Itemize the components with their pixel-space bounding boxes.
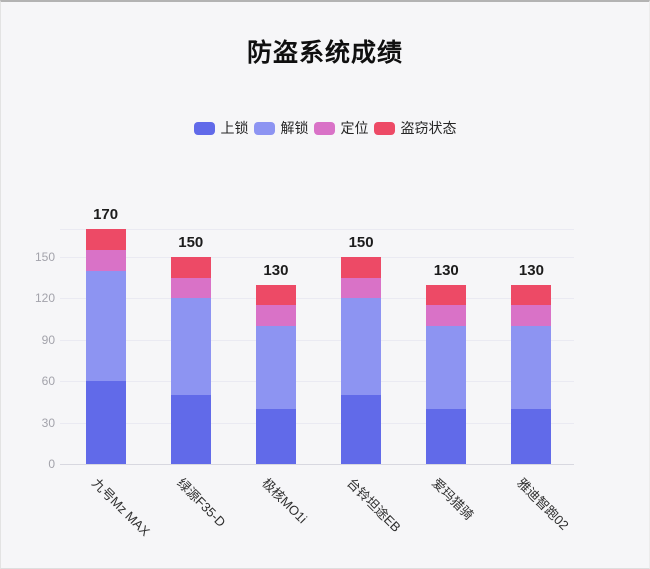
bar-segment[interactable] (170, 395, 211, 464)
legend-item[interactable]: 盗窃状态 (373, 120, 457, 136)
bar-segment[interactable] (341, 395, 382, 464)
legend-item[interactable]: 解锁 (253, 120, 309, 136)
gridline (60, 257, 574, 258)
y-axis-tick-label: 120 (34, 291, 55, 306)
legend-item[interactable]: 上锁 (193, 120, 249, 136)
x-axis-label: 台铃坦途EB (344, 475, 404, 535)
bar-segment[interactable] (170, 277, 211, 299)
bar-segment[interactable] (85, 381, 126, 464)
bar-segment[interactable] (426, 408, 467, 464)
x-axis-label: 绿源F35-D (173, 475, 229, 530)
bar-segment[interactable] (85, 270, 126, 382)
chart-title: 防盗系统成绩 (246, 39, 403, 67)
bar-total-label: 130 (518, 261, 544, 279)
bar-segment[interactable] (341, 298, 382, 395)
bar-segment[interactable] (170, 257, 211, 278)
bar-total-label: 150 (178, 234, 204, 251)
legend: 上锁 解锁 定位 盗窃状态 (1, 121, 649, 135)
bar-segment[interactable] (426, 284, 467, 306)
gridline (60, 298, 574, 300)
bar-segment[interactable] (170, 298, 211, 395)
x-axis-label: 极核MO1i (259, 475, 310, 527)
x-axis-label: 爱玛猎骑 (429, 475, 477, 523)
legend-label: 解锁 (280, 120, 309, 136)
legend-swatch-icon (313, 121, 335, 135)
bar-segment[interactable] (255, 408, 296, 464)
legend-item[interactable]: 定位 (313, 120, 369, 136)
gridline (60, 422, 574, 424)
bar-segment[interactable] (85, 229, 126, 251)
bar-segment[interactable] (255, 326, 296, 409)
gridline (60, 464, 574, 465)
plot-top-border (60, 229, 574, 231)
bar-segment[interactable] (341, 277, 382, 299)
y-axis-tick-label: 60 (41, 374, 55, 389)
y-axis-tick-label: 150 (34, 250, 55, 264)
legend-swatch-icon (193, 121, 215, 135)
x-axis-label: 雅迪智跑02 (514, 475, 573, 533)
bar-total-label: 130 (433, 261, 459, 279)
bar-total-label: 170 (93, 206, 119, 224)
y-axis-tick-label: 0 (48, 457, 55, 471)
gridline (60, 381, 574, 383)
legend-label: 上锁 (220, 120, 249, 136)
bar-segment[interactable] (426, 326, 467, 409)
bar-segment[interactable] (511, 326, 552, 409)
bar-segment[interactable] (511, 284, 552, 306)
bar-segment[interactable] (511, 305, 552, 326)
legend-swatch-icon (373, 121, 395, 135)
bar-segment[interactable] (255, 305, 296, 326)
bar-segment[interactable] (511, 408, 552, 464)
bar-segment[interactable] (255, 284, 296, 306)
x-axis-label: 九号Mz MAX (88, 475, 153, 540)
y-axis-tick-label: 90 (41, 332, 55, 347)
bar-segment[interactable] (85, 250, 126, 271)
legend-label: 定位 (340, 120, 369, 136)
bar-total-label: 130 (263, 261, 289, 279)
bar-segment[interactable] (426, 305, 467, 326)
bar-total-label: 150 (348, 234, 374, 251)
bar-segment[interactable] (341, 257, 382, 278)
legend-swatch-icon (253, 121, 275, 135)
legend-label: 盗窃状态 (400, 120, 457, 136)
y-axis-tick-label: 30 (41, 415, 55, 430)
gridline (60, 339, 574, 341)
